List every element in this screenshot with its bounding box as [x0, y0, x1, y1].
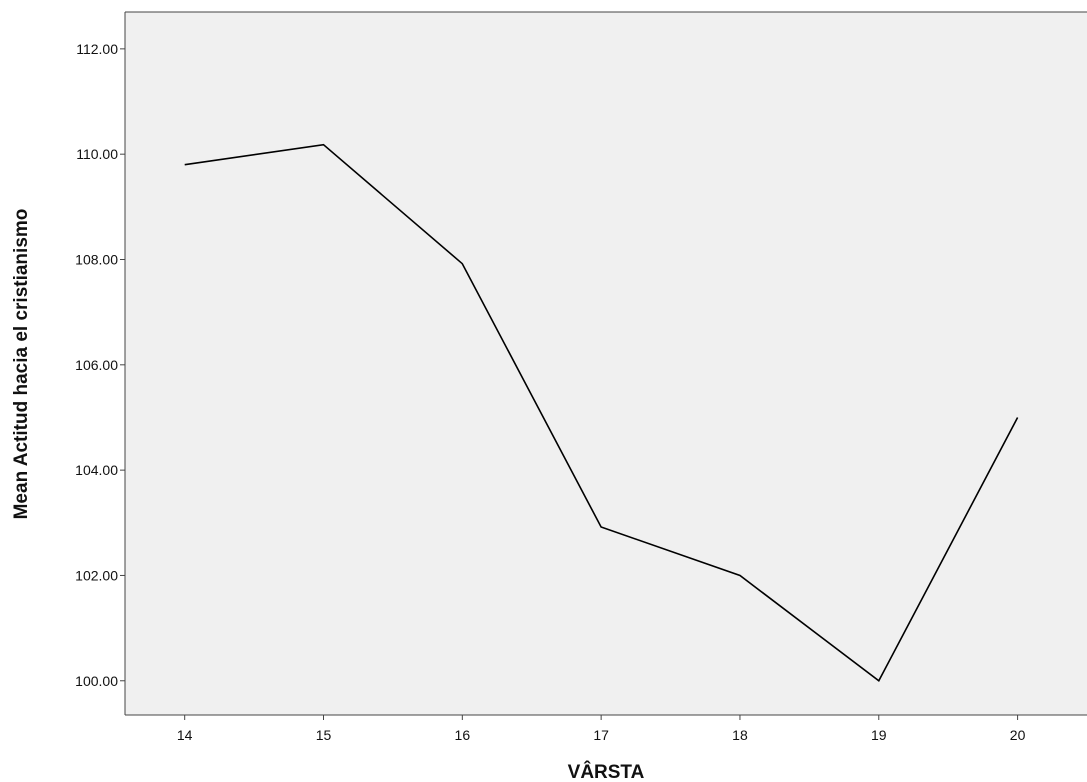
y-tick-label: 100.00 [75, 673, 118, 689]
y-tick-label: 106.00 [75, 357, 118, 373]
y-axis-ticks: 100.00 102.00 104.00 106.00 108.00 110.00 112.… [75, 41, 125, 689]
x-axis-ticks: 14 15 16 17 18 19 20 [177, 715, 1026, 743]
plot-area [125, 12, 1087, 715]
y-axis-title: Mean Actitud hacia el cristianismo [11, 209, 32, 520]
x-axis-title: VÂRSTA [568, 761, 645, 782]
series-line [184, 143, 1019, 683]
y-tick-label: 112.00 [76, 41, 118, 57]
y-tick-label: 102.00 [75, 567, 118, 583]
x-tick-label: 15 [316, 727, 332, 743]
x-tick-label: 19 [871, 727, 887, 743]
x-tick-label: 17 [593, 727, 609, 743]
x-tick-label: 18 [732, 727, 748, 743]
y-tick-label: 108.00 [75, 251, 118, 267]
y-tick-label: 110.00 [76, 146, 118, 162]
series-layer [184, 143, 1019, 683]
y-tick-label: 104.00 [75, 462, 118, 478]
x-tick-label: 20 [1010, 727, 1026, 743]
x-tick-label: 14 [177, 727, 193, 743]
x-tick-label: 16 [455, 727, 471, 743]
